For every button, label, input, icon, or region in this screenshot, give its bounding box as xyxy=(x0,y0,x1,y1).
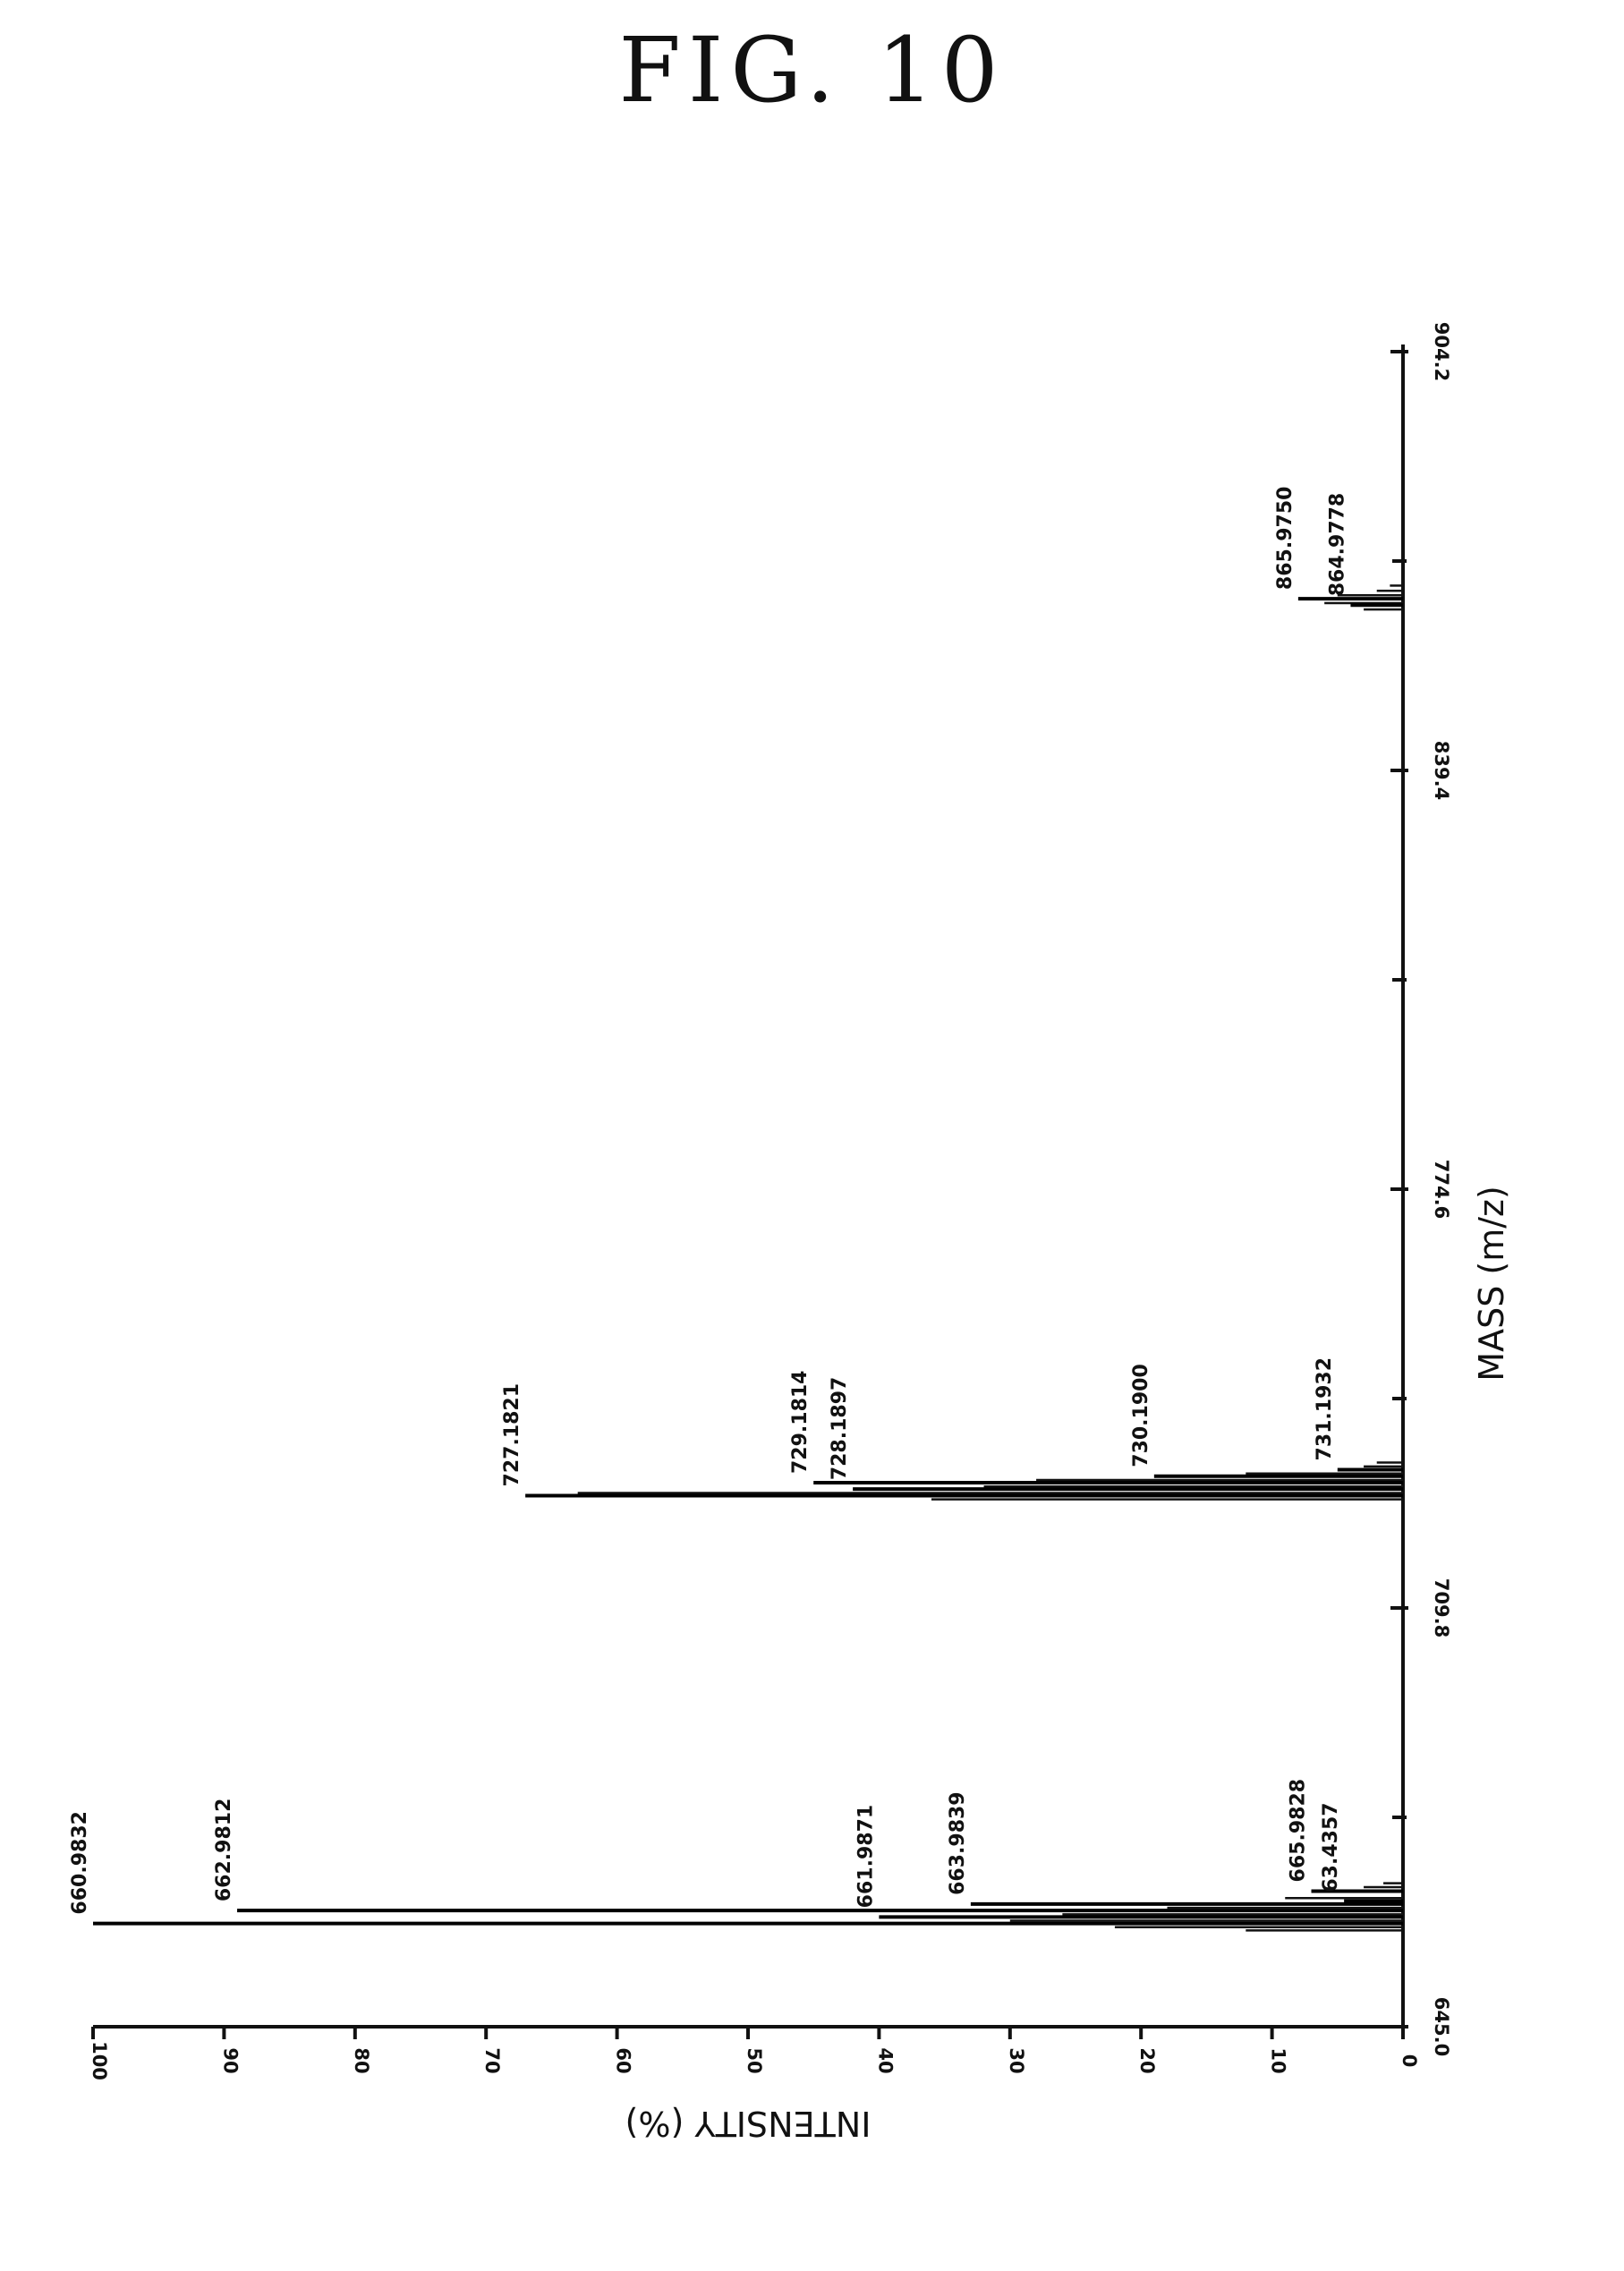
peak-label: 662.9812 xyxy=(213,1799,235,1902)
peak-label: 728.1897 xyxy=(829,1377,851,1481)
intensity-tick-label: 90 xyxy=(219,2047,241,2073)
peak-label: 665.9828 xyxy=(1288,1779,1310,1883)
intensity-tick-label: 0 xyxy=(1399,2054,1420,2068)
peak-label: 63.4357 xyxy=(1320,1802,1342,1892)
mass-tick-label: 839.4 xyxy=(1431,741,1452,800)
peak-labels: 660.9832 662.9812 661.9871 663.9839 665.9828… xyxy=(69,487,1348,1915)
intensity-tick-label: 40 xyxy=(874,2047,896,2073)
intensity-tick-label: 20 xyxy=(1136,2047,1158,2073)
intensity-tick-label: 70 xyxy=(481,2047,503,2073)
intensity-tick-label: 10 xyxy=(1268,2047,1289,2073)
intensity-tick-label: 80 xyxy=(351,2047,372,2073)
axes: 645.0 709.8 774.6 839.4 904.2 0 10 20 30 40 50 60 70… xyxy=(89,322,1452,2080)
intensity-tick-label: 30 xyxy=(1006,2047,1027,2073)
peak-label: 731.1932 xyxy=(1314,1357,1336,1461)
y-axis-title: INTENSITY (%) xyxy=(625,2104,872,2143)
peak-label: 661.9871 xyxy=(855,1805,877,1909)
peak-label: 864.9778 xyxy=(1326,493,1348,597)
intensity-tick-label: 60 xyxy=(613,2047,634,2073)
peak-label: 865.9750 xyxy=(1274,487,1297,591)
peak-label: 660.9832 xyxy=(69,1811,91,1915)
mass-tick-label: 904.2 xyxy=(1431,322,1452,381)
mass-tick-label: 774.6 xyxy=(1431,1160,1452,1219)
x-axis-title: MASS (m/z) xyxy=(1472,1186,1511,1382)
peak-label: 663.9839 xyxy=(947,1791,969,1895)
mass-tick-label: 709.8 xyxy=(1431,1578,1452,1637)
peaks xyxy=(93,585,1403,1930)
mass-tick-label: 645.0 xyxy=(1431,1997,1452,2056)
peak-label: 730.1900 xyxy=(1130,1364,1152,1467)
peak-label: 727.1821 xyxy=(501,1383,523,1487)
peak-label: 729.1814 xyxy=(789,1371,812,1475)
intensity-tick-label: 100 xyxy=(89,2041,110,2080)
intensity-tick-label: 50 xyxy=(744,2047,765,2073)
